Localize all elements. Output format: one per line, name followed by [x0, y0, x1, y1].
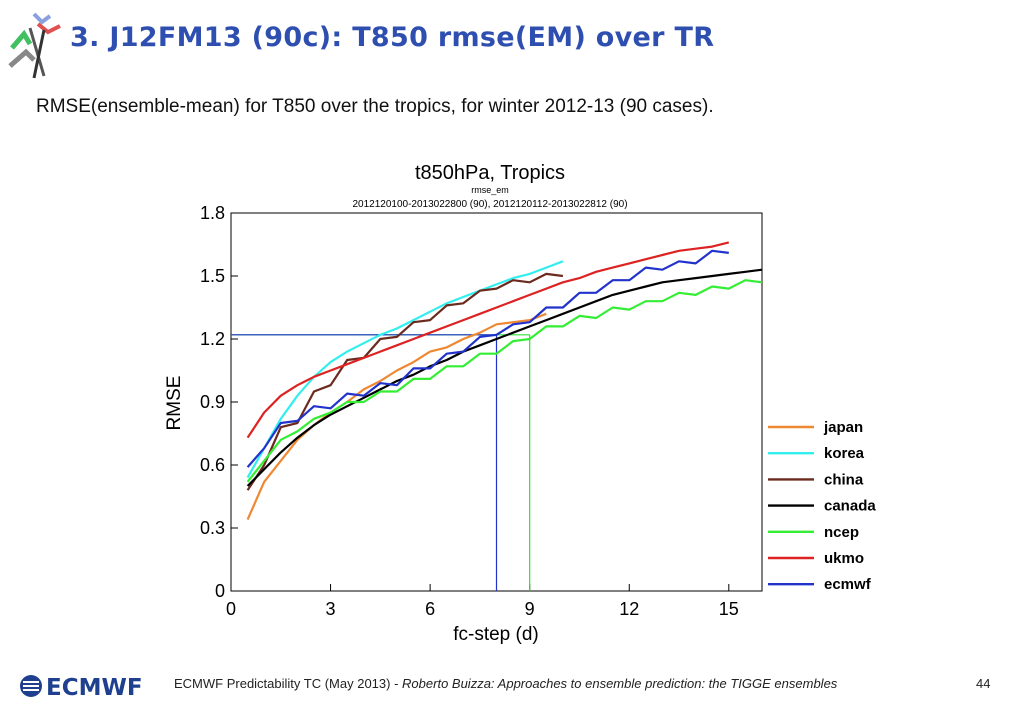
- y-axis-label: RMSE: [164, 376, 185, 431]
- footer-author-title: Roberto Buizza: Approaches to ensemble p…: [402, 676, 838, 691]
- legend-label-china: china: [824, 471, 864, 488]
- legend-label-korea: korea: [824, 445, 865, 462]
- series-line-ecmwf: [246, 249, 729, 468]
- legend-label-japan: japan: [823, 419, 863, 436]
- series-line-china: [246, 272, 564, 491]
- legend-label-canada: canada: [824, 498, 876, 515]
- rmse-chart: t850hPa, Tropics rmse_em 2012120100-2013…: [164, 162, 876, 645]
- x-tick-label: 12: [619, 599, 639, 619]
- chart-metric-label: rmse_em: [471, 185, 509, 195]
- series-line-japan: [246, 312, 547, 521]
- legend: japan korea china canada ncep ukmo ecmwf: [768, 419, 876, 593]
- legend-label-ncep: ncep: [824, 524, 859, 541]
- y-tick-label: 1.8: [200, 203, 225, 223]
- chart-title: t850hPa, Tropics: [415, 162, 565, 184]
- chart-period-label: 2012120100-2013022800 (90), 2012120112-2…: [352, 199, 627, 210]
- ecmwf-logo: ECMWF: [20, 675, 143, 700]
- tigge-logo-icon: [8, 12, 61, 79]
- series-line-ukmo: [246, 241, 730, 439]
- x-axis-label: fc-step (d): [453, 624, 539, 645]
- series-line-ncep: [246, 279, 763, 483]
- y-tick-label: 0.6: [200, 455, 225, 475]
- slide-title: 3. J12FM13 (90c): T850 rmse(EM) over TR: [70, 22, 715, 53]
- x-tick-label: 3: [326, 599, 336, 619]
- legend-label-ukmo: ukmo: [824, 550, 864, 567]
- slide-subtitle: RMSE(ensemble-mean) for T850 over the tr…: [36, 96, 714, 117]
- x-tick-label: 9: [525, 599, 535, 619]
- series-line-korea: [246, 260, 564, 479]
- plot-area: 0 3 6 9 12 15 0 0.3 0.6 0.9 1.2 1.5 1.8: [200, 203, 763, 619]
- x-tick-label: 6: [425, 599, 435, 619]
- y-tick-label: 0.3: [200, 518, 225, 538]
- y-tick-label: 1.2: [200, 329, 225, 349]
- page-number: 44: [976, 676, 991, 691]
- footer-citation: ECMWF Predictability TC (May 2013) - Rob…: [174, 676, 837, 691]
- y-tick-label: 0.9: [200, 392, 225, 412]
- x-tick-label: 15: [719, 599, 739, 619]
- ecmwf-logo-text: ECMWF: [46, 675, 143, 700]
- y-tick-label: 0: [215, 581, 225, 601]
- x-tick-label: 0: [226, 599, 236, 619]
- footer-prefix: ECMWF Predictability TC (May 2013) -: [174, 676, 399, 691]
- y-tick-label: 1.5: [200, 266, 225, 286]
- legend-label-ecmwf: ecmwf: [824, 576, 872, 593]
- series-line-canada: [246, 268, 763, 487]
